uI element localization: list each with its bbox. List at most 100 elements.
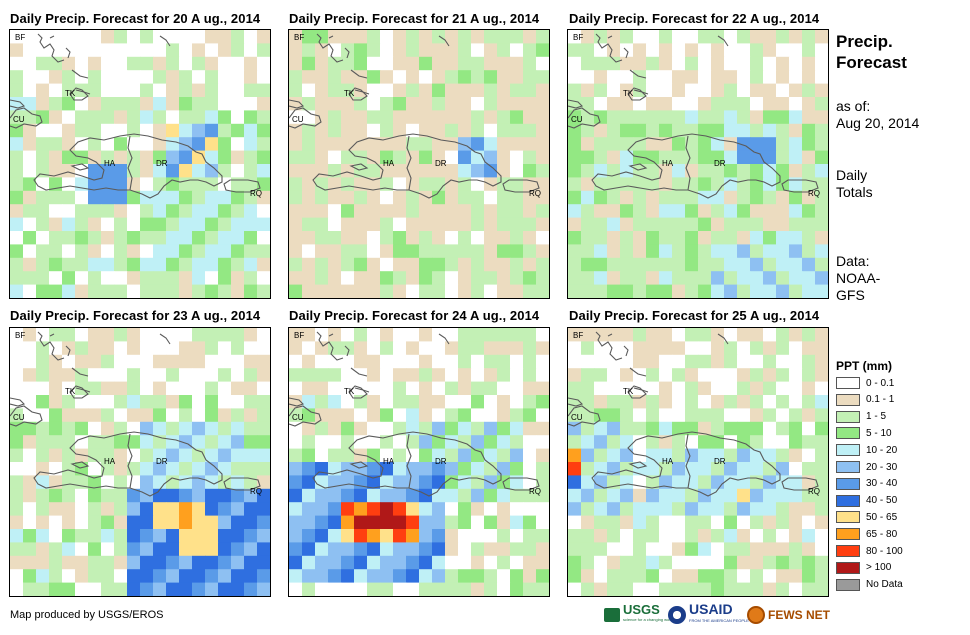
precip-cell	[289, 488, 303, 503]
precip-cell	[218, 462, 232, 476]
precip-cell	[244, 150, 258, 165]
precip-cell	[101, 30, 115, 44]
precip-cell	[179, 110, 193, 125]
precip-cell	[23, 150, 37, 165]
precip-cell	[354, 137, 368, 152]
precip-cell	[289, 137, 303, 152]
legend-swatch	[836, 410, 860, 423]
map-panel-20aug[interactable]: BF TK CU HA DR RQ	[9, 29, 271, 299]
precip-cell	[49, 284, 63, 298]
as-of-block: as of: Aug 20, 2014	[836, 98, 919, 132]
precip-cell	[581, 83, 595, 98]
precip-cell	[231, 381, 245, 396]
map-panel-21aug[interactable]: BF TK CU HA DR RQ	[288, 29, 550, 299]
precip-cell	[581, 217, 595, 232]
map-panel-25aug[interactable]: BF TK CU HA DR RQ	[567, 327, 829, 597]
precip-cell	[218, 354, 232, 369]
precip-cell	[763, 569, 777, 584]
precip-cell	[471, 56, 485, 71]
precip-cell	[244, 448, 258, 463]
precip-cell	[497, 555, 511, 570]
precip-cell	[354, 368, 368, 383]
precip-cell	[737, 462, 751, 476]
precip-cell	[776, 542, 790, 557]
precip-cell	[166, 542, 180, 557]
precip-cell	[127, 257, 141, 272]
precip-cell	[646, 137, 660, 152]
precip-cell	[367, 328, 381, 342]
map-label-tk: TK	[623, 387, 634, 396]
precip-cell	[88, 204, 102, 219]
precip-cell	[432, 97, 446, 111]
precip-cell	[36, 421, 50, 436]
precip-cell	[380, 328, 394, 342]
precip-cell	[354, 284, 368, 298]
precip-cell	[127, 529, 141, 543]
precip-cell	[302, 177, 316, 192]
precip-cell	[484, 435, 498, 450]
precip-cell	[302, 150, 316, 165]
precip-cell	[218, 150, 232, 165]
precip-cell	[685, 395, 699, 409]
precip-cell	[406, 475, 420, 490]
precip-cell	[231, 56, 245, 71]
precip-cell	[581, 244, 595, 259]
precip-cell	[646, 123, 660, 138]
precip-cell	[88, 448, 102, 463]
precip-cell	[205, 190, 219, 205]
precip-cell	[49, 231, 63, 245]
precip-cell	[23, 271, 37, 286]
precip-cell	[153, 475, 167, 490]
precip-cell	[419, 83, 433, 98]
precip-cell	[393, 529, 407, 543]
precip-cell	[698, 204, 712, 219]
precip-cell	[244, 328, 258, 342]
precip-cell	[75, 190, 89, 205]
precip-cell	[23, 123, 37, 138]
precip-cell	[484, 368, 498, 383]
precip-cell	[484, 529, 498, 543]
precip-cell	[568, 555, 582, 570]
precip-cell	[49, 529, 63, 543]
precip-cell	[205, 368, 219, 383]
map-panel-24aug[interactable]: BF TK CU HA DR RQ	[288, 327, 550, 597]
map-label-dr: DR	[156, 159, 168, 168]
precip-cell	[698, 43, 712, 58]
precip-cell	[711, 271, 725, 286]
precip-cell	[815, 435, 828, 450]
precip-cell	[36, 70, 50, 85]
precip-cell	[724, 435, 738, 450]
precip-cell	[432, 257, 446, 272]
precip-cell	[750, 328, 764, 342]
precip-cell	[153, 448, 167, 463]
map-panel-23aug[interactable]: BF TK CU HA DR RQ	[9, 327, 271, 597]
precip-cell	[114, 150, 128, 165]
precip-cell	[354, 123, 368, 138]
precip-cell	[536, 70, 549, 85]
precip-cell	[88, 569, 102, 584]
precip-cell	[393, 110, 407, 125]
precip-cell	[763, 529, 777, 543]
precip-cell	[341, 515, 355, 530]
precip-cell	[419, 421, 433, 436]
precip-cell	[763, 271, 777, 286]
precip-cell	[101, 582, 115, 596]
precip-cell	[127, 368, 141, 383]
precip-cell	[445, 56, 459, 71]
precip-cell	[432, 475, 446, 490]
precip-cell	[445, 83, 459, 98]
precip-cell	[419, 368, 433, 383]
precip-cell	[685, 244, 699, 259]
precip-cell	[510, 164, 524, 178]
precip-cell	[127, 43, 141, 58]
precip-cell	[218, 177, 232, 192]
precip-cell	[153, 177, 167, 192]
precip-cell	[341, 435, 355, 450]
precip-cell	[672, 529, 686, 543]
map-panel-22aug[interactable]: BF TK CU HA DR RQ	[567, 29, 829, 299]
precip-cell	[23, 217, 37, 232]
precip-cell	[75, 56, 89, 71]
precip-cell	[510, 190, 524, 205]
precip-cell	[257, 70, 270, 85]
precip-cell	[659, 164, 673, 178]
